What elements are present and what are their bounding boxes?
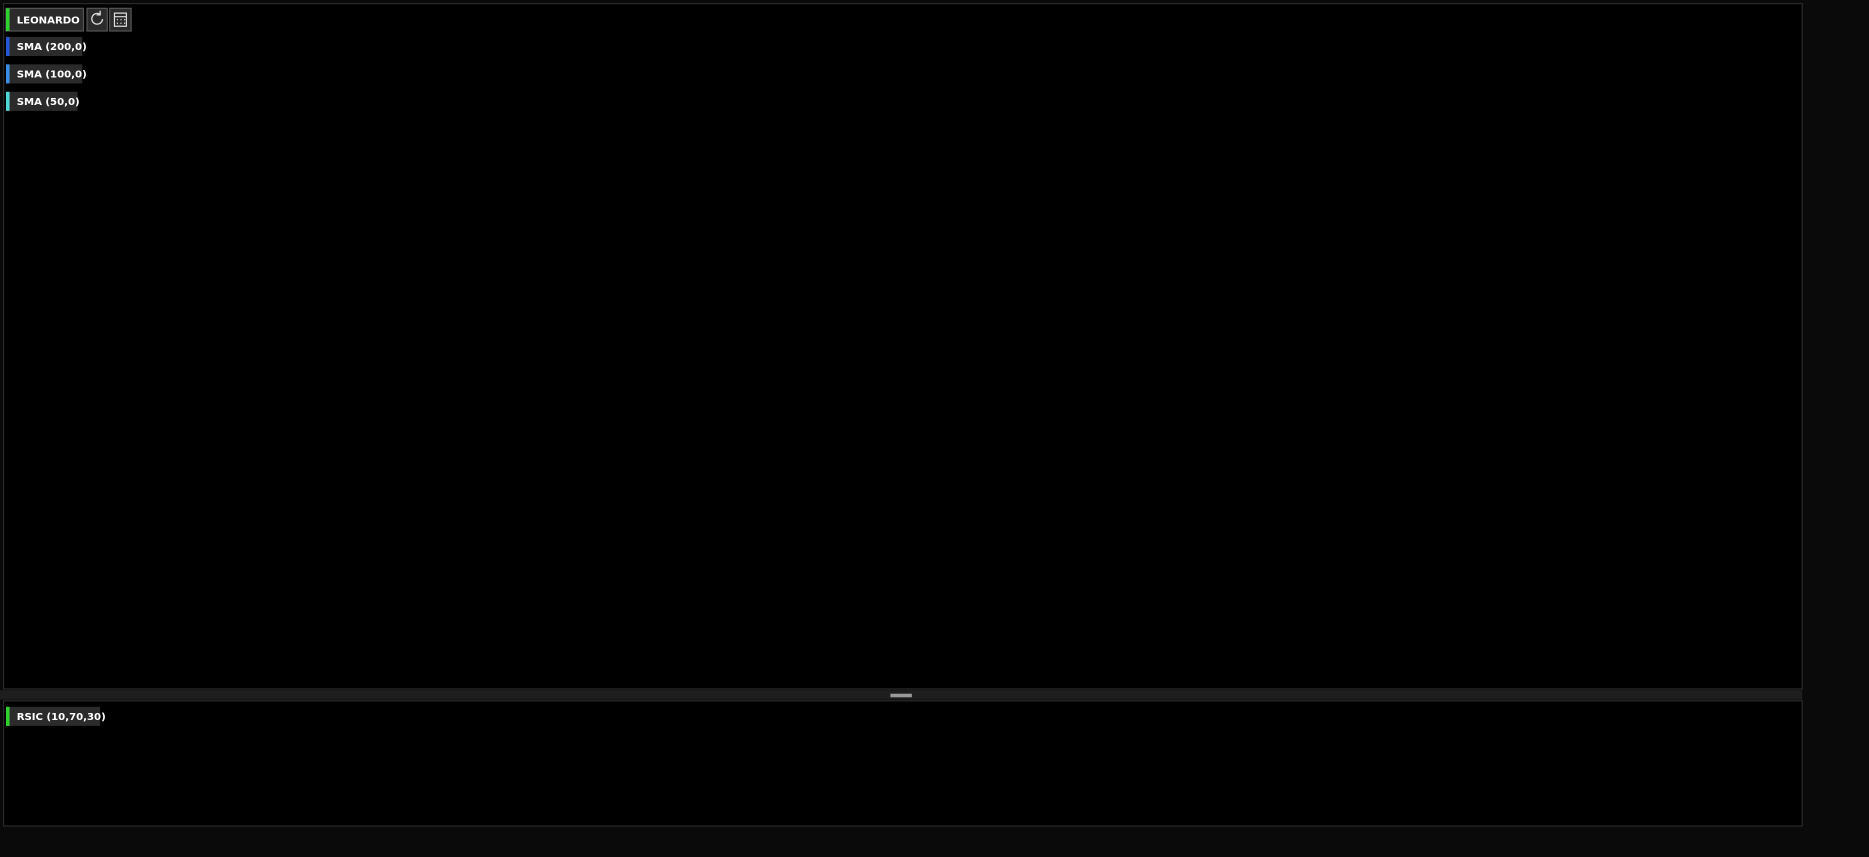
legend-box[interactable] (5, 64, 83, 84)
calc-button[interactable] (109, 7, 132, 32)
symbol: LEONARDO (17, 15, 80, 26)
toolbar: LEONARDO (5, 7, 132, 32)
calc-icon (113, 12, 127, 27)
top-layer: RSIC (10,70,30) (5, 706, 106, 726)
refresh-icon (91, 10, 104, 25)
symbol-marker (5, 8, 10, 31)
legend-swatch (5, 36, 10, 57)
price-plot (3, 2, 1803, 690)
rsi-title-box[interactable] (5, 706, 101, 726)
legend: SMA (200,0) SMA (100,0) SMA (50,0) (5, 36, 87, 111)
rsi-title: RSIC (10,70,30) (17, 712, 106, 723)
legend-swatch (5, 64, 10, 84)
legend-label: SMA (100,0) (17, 69, 87, 80)
rsi-title-marker (5, 706, 10, 726)
refresh-button[interactable] (86, 7, 108, 32)
legend-label: SMA (200,0) (17, 42, 87, 53)
rsi-plot (3, 700, 1803, 827)
legend-box[interactable] (5, 91, 78, 111)
legend-label: SMA (50,0) (17, 97, 80, 108)
legend-box[interactable] (5, 36, 83, 57)
divider-handle[interactable] (890, 693, 912, 698)
legend-swatch (5, 91, 10, 111)
